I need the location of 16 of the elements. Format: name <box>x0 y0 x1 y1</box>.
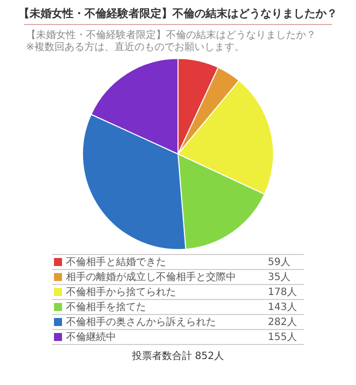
legend-label: 不倫相手から捨てられた <box>52 284 266 300</box>
data-label: 282人 <box>266 314 304 330</box>
legend-label: 不倫相手の奥さんから訴えられた <box>52 314 266 330</box>
data-label: 59人 <box>266 254 304 270</box>
text: 投票者数合計 852人 <box>130 350 226 363</box>
data-label: 143人 <box>266 300 304 314</box>
data-label: 35人 <box>266 270 304 284</box>
data-label: 155人 <box>266 330 304 344</box>
data-label: 178人 <box>266 284 304 300</box>
legend-label: 不倫相手を捨てた <box>52 300 266 314</box>
legend-label: 不倫継続中 <box>52 330 266 344</box>
legend-label: 相手の離婚が成立し不倫相手と交際中 <box>52 270 266 284</box>
text: ※複数回ある方は、直近のものでお願いします。 <box>26 42 246 54</box>
legend-label: 不倫相手と結婚できた <box>52 254 266 270</box>
chart-subtitle: 【未婚女性・不倫経験者限定】不倫の結末はどうなりましたか？ <box>26 30 317 42</box>
chart-title: 【未婚女性・不倫経験者限定】不倫の結末はどうなりましたか？ <box>18 6 338 22</box>
